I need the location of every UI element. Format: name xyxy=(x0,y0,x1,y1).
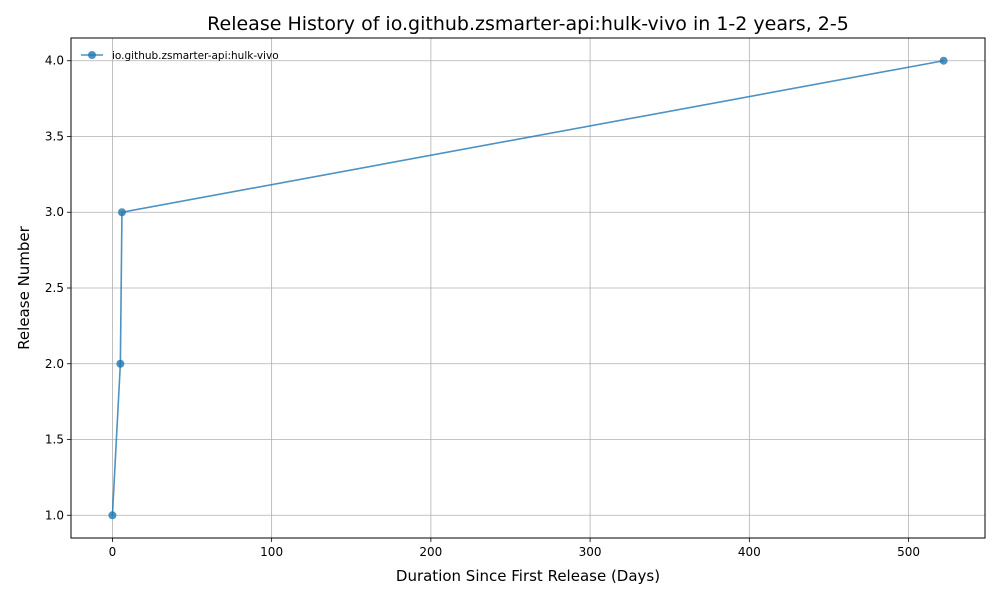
legend-marker-swatch xyxy=(88,51,96,59)
y-tick-label: 2.5 xyxy=(45,281,64,295)
x-tick-label: 400 xyxy=(738,545,761,559)
data-point xyxy=(116,359,125,368)
y-tick-label: 3.5 xyxy=(45,129,64,143)
legend: io.github.zsmarter-api:hulk-vivo xyxy=(81,50,279,62)
x-tick-label: 500 xyxy=(897,545,920,559)
axis-ticks: 0 100 200 300 400 500 1.0 1.5 2.0 2.5 3.0 3.5 4.0 xyxy=(45,54,920,559)
series-layer xyxy=(108,56,948,520)
series-line xyxy=(111,59,944,516)
chart-title: Release History of io.github.zsmarter-ap… xyxy=(207,13,849,35)
x-tick-label: 300 xyxy=(579,545,602,559)
data-point xyxy=(108,511,117,520)
data-point xyxy=(117,208,126,217)
x-tick-label: 100 xyxy=(260,545,283,559)
legend-label: io.github.zsmarter-api:hulk-vivo xyxy=(112,50,279,62)
y-axis-label: Release Number xyxy=(15,225,33,349)
grid-lines xyxy=(71,38,985,538)
y-tick-label: 2.0 xyxy=(45,357,64,371)
y-tick-label: 3.0 xyxy=(45,205,64,219)
x-tick-label: 0 xyxy=(109,545,117,559)
y-tick-label: 1.0 xyxy=(45,508,64,522)
data-point xyxy=(939,56,948,65)
y-tick-label: 4.0 xyxy=(45,54,64,68)
x-tick-label: 200 xyxy=(419,545,442,559)
x-axis-label: Duration Since First Release (Days) xyxy=(396,567,660,585)
y-tick-label: 1.5 xyxy=(45,433,64,447)
